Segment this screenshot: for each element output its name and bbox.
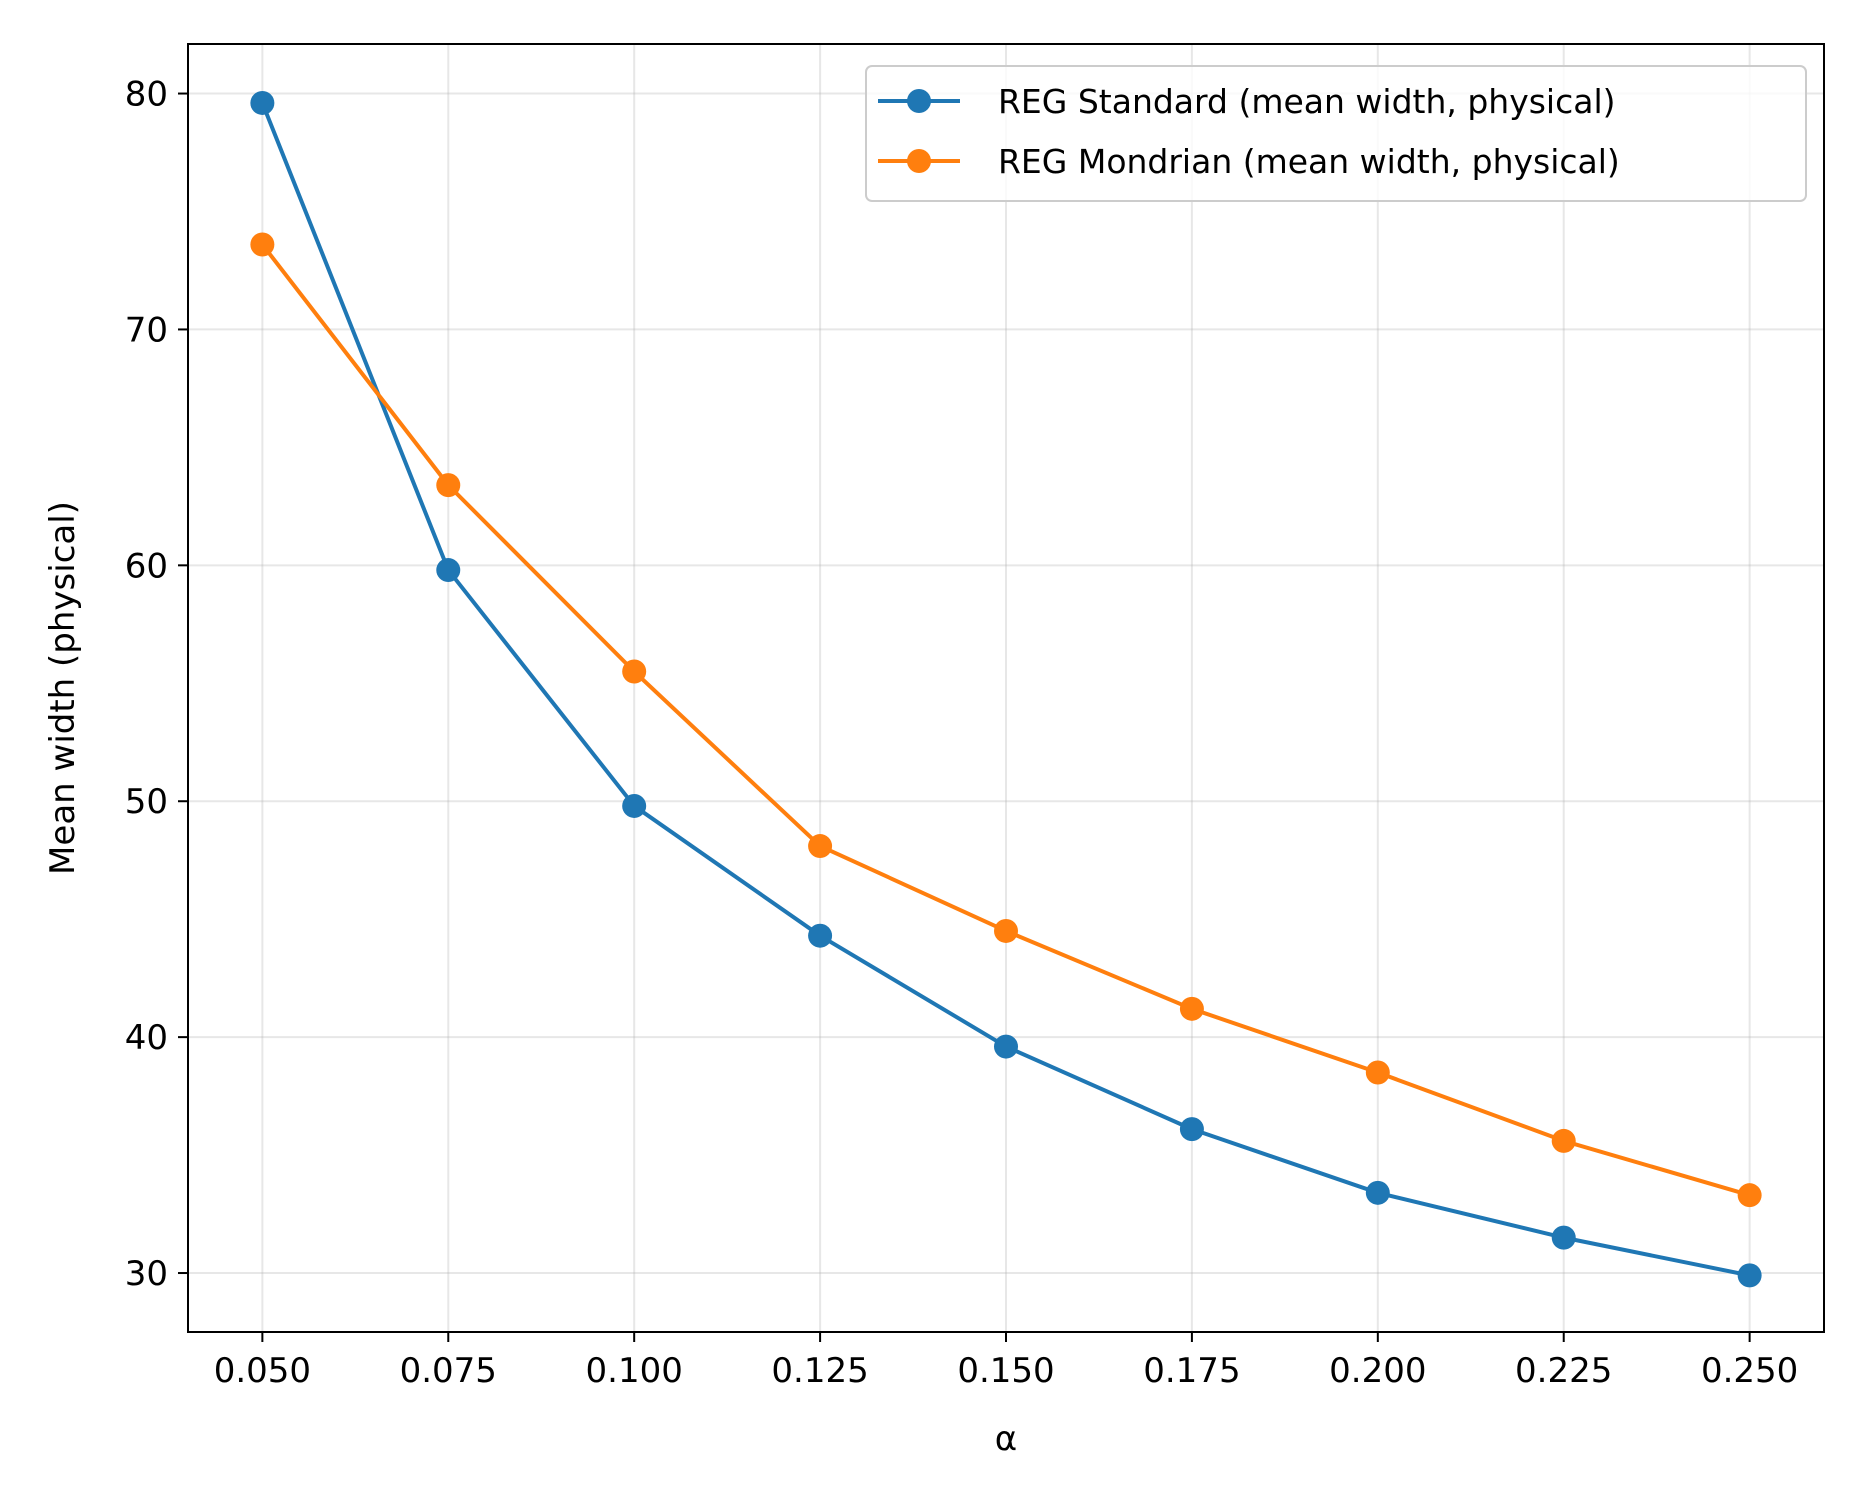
x-tick-label: 0.100 <box>586 1351 683 1391</box>
x-tick-label: 0.175 <box>1143 1351 1240 1391</box>
data-point <box>1179 1117 1204 1142</box>
data-point <box>436 558 461 583</box>
x-axis-ticks: 0.050 0.075 0.100 0.125 0.150 0.175 0.200 0.225… <box>214 1332 1798 1391</box>
y-tick-label: 70 <box>125 310 168 350</box>
y-tick-label: 50 <box>125 782 168 822</box>
y-tick-label: 60 <box>125 546 168 586</box>
y-tick-label: 30 <box>125 1254 168 1294</box>
legend-box <box>865 65 1807 202</box>
y-tick-label: 40 <box>125 1018 168 1058</box>
x-tick-label: 0.050 <box>214 1351 311 1391</box>
data-point <box>1179 996 1204 1021</box>
x-axis-label: α <box>995 1419 1017 1459</box>
data-point <box>808 834 833 859</box>
legend-label-standard: REG Standard (mean width, physical) <box>998 82 1616 121</box>
data-point <box>1737 1263 1762 1288</box>
y-axis-ticks: 30 40 50 60 70 80 <box>125 75 188 1294</box>
series-layer <box>250 90 1762 1288</box>
legend-marker-standard <box>907 89 931 113</box>
data-point <box>1365 1180 1390 1205</box>
legend: REG Standard (mean width, physical) REG … <box>865 65 1807 202</box>
data-point <box>250 232 275 257</box>
data-point <box>1737 1183 1762 1208</box>
data-point <box>250 90 275 115</box>
data-point <box>1551 1128 1576 1153</box>
x-tick-label: 0.200 <box>1329 1351 1426 1391</box>
data-point <box>1365 1060 1390 1085</box>
x-tick-label: 0.225 <box>1515 1351 1612 1391</box>
y-axis-label: Mean width (physical) <box>43 501 83 875</box>
legend-label-mondrian: REG Mondrian (mean width, physical) <box>998 142 1620 181</box>
data-point <box>622 659 647 684</box>
data-point <box>994 1034 1018 1059</box>
data-point <box>1551 1225 1576 1250</box>
grid-lines <box>188 44 1824 1332</box>
x-tick-label: 0.125 <box>771 1351 868 1391</box>
x-tick-label: 0.250 <box>1701 1351 1798 1391</box>
data-point <box>994 918 1018 943</box>
legend-marker-mondrian <box>907 149 931 173</box>
data-point <box>436 473 461 498</box>
data-point <box>808 923 833 948</box>
data-point <box>622 793 647 818</box>
x-tick-label: 0.075 <box>400 1351 497 1391</box>
x-tick-label: 0.150 <box>957 1351 1054 1391</box>
y-tick-label: 80 <box>125 75 168 115</box>
